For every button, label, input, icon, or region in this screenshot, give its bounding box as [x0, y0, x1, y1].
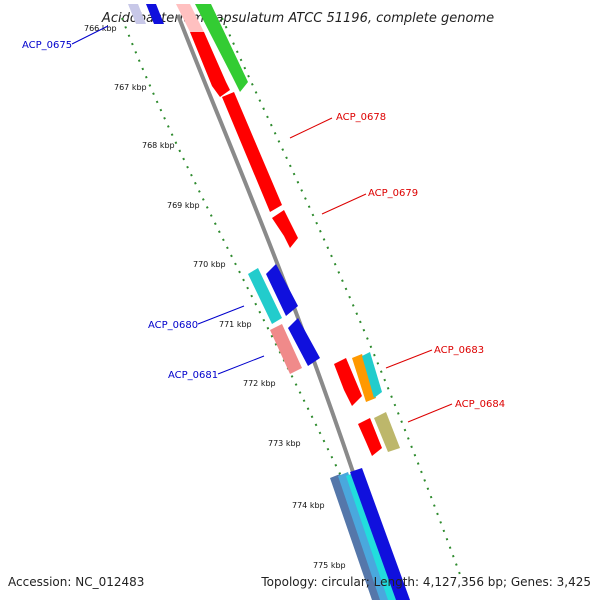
tick-label-766: 766 kbp — [84, 24, 117, 33]
gene-orange-0683[interactable] — [352, 354, 376, 402]
accession-text: Accession: NC_012483 — [8, 575, 144, 589]
gene-blue-bottom[interactable] — [350, 468, 410, 600]
gene-blue-0681[interactable] — [288, 318, 320, 366]
gene-label-acp-0680[interactable]: ACP_0680 — [148, 320, 198, 331]
gene-label-leaders — [71, 25, 453, 423]
gene-pink-top[interactable] — [176, 4, 204, 32]
gene-features — [128, 4, 410, 600]
gene-acp-0675-b[interactable] — [146, 4, 164, 24]
inner-tick-track — [121, 17, 401, 600]
gene-acp-0679[interactable] — [222, 92, 282, 212]
gene-label-acp-0675[interactable]: ACP_0675 — [22, 40, 72, 51]
gene-label-acp-0678[interactable]: ACP_0678 — [336, 112, 386, 123]
tick-label-775: 775 kbp — [313, 561, 346, 570]
gene-green-top[interactable] — [195, 4, 248, 92]
gene-acp-0678[interactable] — [190, 32, 230, 97]
tick-label-771: 771 kbp — [219, 320, 252, 329]
gene-blue-0680[interactable] — [266, 264, 298, 316]
tick-label-773: 773 kbp — [268, 439, 301, 448]
gene-acp-0681[interactable] — [270, 324, 302, 374]
tick-label-767: 767 kbp — [114, 83, 147, 92]
tick-label-772: 772 kbp — [243, 379, 276, 388]
gene-label-acp-0684[interactable]: ACP_0684 — [455, 399, 505, 410]
tick-label-774: 774 kbp — [292, 501, 325, 510]
gene-labels: ACP_0675 ACP_0678 ACP_0679 ACP_0680 ACP_… — [22, 40, 505, 410]
genome-summary-text: Topology: circular; Length: 4,127,356 bp… — [260, 575, 591, 589]
gene-label-acp-0681[interactable]: ACP_0681 — [168, 370, 218, 381]
tick-label-768: 768 kbp — [142, 141, 175, 150]
gene-label-acp-0683[interactable]: ACP_0683 — [434, 345, 484, 356]
gene-acp-0683[interactable] — [362, 352, 382, 398]
gene-acp-0675-a[interactable] — [128, 4, 146, 24]
gene-red-0684[interactable] — [358, 418, 382, 456]
gene-acp-0679-tail[interactable] — [272, 210, 298, 248]
tick-label-770: 770 kbp — [193, 260, 226, 269]
outer-tick-track — [221, 17, 463, 581]
gene-acp-0680[interactable] — [248, 268, 282, 324]
kbp-axis: 766 kbp 767 kbp 768 kbp 769 kbp 770 kbp … — [84, 24, 346, 570]
tick-label-769: 769 kbp — [167, 201, 200, 210]
gene-acp-0684[interactable] — [374, 412, 400, 452]
gene-label-acp-0679[interactable]: ACP_0679 — [368, 188, 418, 199]
map-title: Acidobacterium capsulatum ATCC 51196, co… — [101, 11, 494, 26]
gene-red-0683[interactable] — [334, 358, 362, 406]
